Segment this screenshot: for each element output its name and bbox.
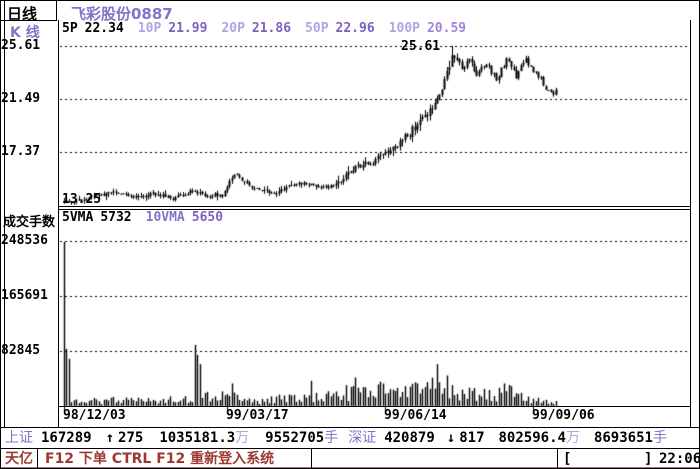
sz-volume: 8693651 bbox=[593, 430, 653, 446]
statusbar-bottom-border bbox=[1, 448, 699, 449]
order-hotkey-hint[interactable]: F12 下单 CTRL F12 重新登入系统 bbox=[45, 451, 275, 467]
sz-change-int: 8 bbox=[459, 430, 468, 446]
sz-down-arrow-icon: ↓ bbox=[446, 430, 456, 446]
ma-item-label: 100P bbox=[388, 21, 420, 36]
vma-item-label: 10VMA bbox=[145, 210, 185, 225]
broker-name: 天亿 bbox=[5, 451, 33, 467]
price-tick-label: 25.61 bbox=[1, 38, 41, 53]
statusbar-top-border bbox=[1, 427, 699, 428]
sz-change-dec: 17 bbox=[467, 428, 485, 449]
date-tick-label: 99/03/17 bbox=[226, 408, 289, 423]
sh-change-int: 2 bbox=[118, 430, 127, 446]
sh-amount-unit: 万 bbox=[235, 430, 250, 446]
peak-price-annotation: 25.61 bbox=[401, 39, 441, 54]
vma-item-value: 5732 bbox=[100, 210, 132, 225]
market-status-bar: 上证 1672 89 ↑ 2 75 1035181.3 万 9552705 手 深证 4… bbox=[1, 428, 699, 449]
ma-item: 10P 21.99 bbox=[138, 21, 208, 36]
ma-item-value: 22.96 bbox=[335, 21, 375, 36]
ma-item-label: 50P bbox=[305, 21, 329, 36]
volume-tick-label: 165691 bbox=[1, 287, 48, 303]
vma-item-value: 5650 bbox=[191, 210, 224, 225]
inner-left-border bbox=[4, 1, 5, 427]
ma-item-label: 5P bbox=[62, 21, 78, 36]
period-label[interactable]: 日线 bbox=[7, 5, 38, 23]
bottom-edge-line bbox=[1, 467, 699, 468]
sz-index-label: 深证 bbox=[348, 430, 377, 446]
hotkey-divider-1 bbox=[37, 449, 38, 468]
sz-amount-unit: 万 bbox=[565, 430, 580, 446]
ma-item-value: 21.86 bbox=[251, 21, 292, 36]
ma-item-label: 20P bbox=[221, 21, 245, 36]
sz-index-dec: 79 bbox=[417, 428, 435, 449]
sz-amount: 802596.4 bbox=[498, 430, 566, 446]
volume-tick-label: 248536 bbox=[1, 232, 48, 248]
progress-bracket-left: [ bbox=[563, 451, 572, 467]
hotkey-divider-3 bbox=[557, 449, 558, 468]
sh-up-arrow-icon: ↑ bbox=[105, 430, 115, 446]
clock: 22:06 bbox=[659, 451, 700, 467]
vma-item-label: 5VMA bbox=[62, 210, 94, 225]
progress-bracket-right: ] bbox=[644, 451, 653, 467]
sh-index-label: 上证 bbox=[5, 430, 33, 446]
ma-values-row: 5P 22.34 10P 21.99 20P 21.86 50P 22.96 100P 20.59 bbox=[62, 21, 480, 36]
volume-tick-label: 82845 bbox=[1, 343, 41, 358]
sh-index-int: 1672 bbox=[41, 430, 75, 446]
sh-volume: 9552705 bbox=[265, 430, 325, 446]
date-tick-label: 98/12/03 bbox=[63, 408, 126, 423]
panel-divider-top bbox=[58, 206, 691, 207]
ma-item-value: 22.34 bbox=[84, 21, 124, 36]
ma-item: 50P 22.96 bbox=[305, 21, 375, 36]
sh-volume-unit: 手 bbox=[324, 430, 339, 446]
sz-volume-unit: 手 bbox=[652, 430, 667, 446]
price-tick-label: 17.37 bbox=[1, 144, 41, 159]
sh-change-dec: 75 bbox=[126, 428, 144, 449]
panel-divider-bottom bbox=[58, 209, 691, 210]
ma-item-value: 21.99 bbox=[168, 21, 208, 36]
price-tick-label: 21.49 bbox=[1, 91, 41, 106]
ma-item-label: 10P bbox=[137, 21, 162, 36]
period-cell-underline bbox=[1, 20, 57, 21]
sh-amount: 1035181.3 bbox=[159, 430, 236, 446]
stock-title: 飞彩股份0887 bbox=[71, 5, 173, 23]
ma-item: 100P 20.59 bbox=[389, 21, 466, 36]
volume-baseline bbox=[58, 406, 691, 407]
period-cell-divider bbox=[56, 1, 57, 21]
ma-item-value: 20.59 bbox=[426, 21, 467, 36]
sh-index-dec: 89 bbox=[74, 428, 92, 449]
chart-right-border bbox=[690, 20, 691, 427]
ma-item: 20P 21.86 bbox=[221, 21, 291, 36]
vma-values-row: 5VMA 5732 10VMA 5650 bbox=[62, 210, 237, 225]
date-tick-label: 99/06/14 bbox=[384, 408, 447, 423]
vma-item: 10VMA 5650 bbox=[146, 210, 223, 225]
hotkey-bar: 天亿 F12 下单 CTRL F12 重新登入系统 [ ] 22:06 bbox=[1, 449, 700, 468]
hotkey-divider-2 bbox=[311, 449, 312, 468]
kline-panel-label: K 线 bbox=[10, 25, 40, 41]
start-low-annotation: 13.25 bbox=[62, 192, 102, 207]
date-tick-label: 99/09/06 bbox=[532, 408, 595, 423]
axis-column-border bbox=[58, 20, 59, 427]
sz-index-int: 4208 bbox=[384, 430, 418, 446]
ma-item: 5P 22.34 bbox=[62, 21, 124, 36]
volume-panel-label: 成交手数 bbox=[3, 215, 56, 230]
vma-item: 5VMA 5732 bbox=[62, 210, 132, 225]
